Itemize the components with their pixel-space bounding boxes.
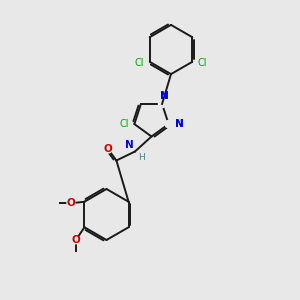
Text: H: H [138, 153, 145, 162]
Circle shape [104, 145, 112, 153]
Text: N: N [160, 91, 169, 101]
Text: O: O [103, 144, 112, 154]
Circle shape [165, 121, 172, 128]
Text: Cl: Cl [119, 119, 129, 129]
Text: Cl: Cl [135, 58, 144, 68]
Circle shape [158, 100, 166, 107]
Circle shape [67, 199, 75, 207]
Text: N: N [175, 119, 184, 129]
Circle shape [72, 236, 80, 244]
Text: Cl: Cl [198, 58, 207, 68]
Text: N: N [175, 119, 184, 129]
Text: N: N [160, 91, 169, 101]
Text: O: O [67, 198, 75, 208]
Text: N: N [125, 140, 134, 150]
Text: O: O [72, 235, 80, 245]
